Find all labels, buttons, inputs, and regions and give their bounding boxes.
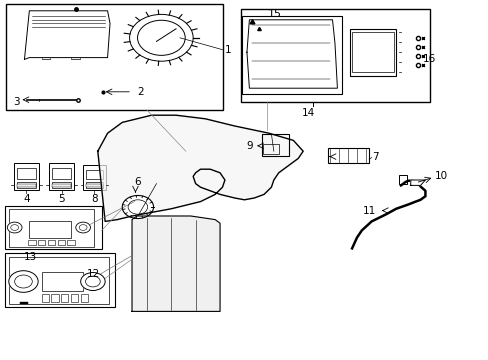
- Bar: [81, 294, 88, 302]
- Bar: [9, 257, 109, 304]
- Bar: [38, 240, 45, 245]
- Bar: [349, 29, 395, 76]
- Bar: [51, 294, 59, 302]
- Bar: [52, 182, 71, 188]
- Bar: [41, 272, 83, 291]
- Bar: [17, 184, 36, 187]
- Text: 8: 8: [91, 194, 98, 204]
- Text: 7: 7: [371, 152, 378, 162]
- Bar: [29, 221, 71, 238]
- Bar: [263, 144, 278, 154]
- Bar: [83, 165, 105, 190]
- Bar: [86, 184, 102, 187]
- Polygon shape: [98, 115, 303, 221]
- Text: 4: 4: [23, 194, 30, 204]
- Bar: [49, 163, 74, 190]
- Bar: [71, 55, 80, 59]
- Bar: [58, 240, 65, 245]
- Bar: [86, 170, 102, 179]
- Text: 5: 5: [58, 194, 65, 204]
- Text: 6: 6: [134, 177, 141, 187]
- Text: 3: 3: [13, 96, 20, 107]
- Circle shape: [76, 222, 90, 233]
- Bar: [6, 4, 223, 110]
- Bar: [86, 182, 102, 188]
- Bar: [240, 9, 429, 102]
- Text: 16: 16: [422, 54, 435, 64]
- Bar: [61, 294, 68, 302]
- Bar: [28, 240, 36, 245]
- Text: 9: 9: [246, 141, 253, 151]
- Polygon shape: [410, 180, 425, 185]
- Text: 15: 15: [267, 9, 282, 19]
- Bar: [67, 240, 75, 245]
- Circle shape: [129, 14, 193, 61]
- Text: 13: 13: [23, 252, 37, 262]
- Text: 12: 12: [87, 269, 100, 279]
- Polygon shape: [132, 216, 220, 311]
- Polygon shape: [246, 20, 337, 88]
- Text: 14: 14: [301, 108, 314, 118]
- Bar: [52, 184, 71, 187]
- Circle shape: [122, 195, 153, 219]
- Bar: [398, 175, 407, 184]
- Bar: [242, 16, 342, 94]
- Polygon shape: [24, 11, 110, 59]
- Text: 1: 1: [224, 45, 231, 55]
- Bar: [14, 163, 39, 190]
- Bar: [351, 32, 393, 72]
- Circle shape: [7, 222, 22, 233]
- Bar: [48, 240, 55, 245]
- Bar: [41, 55, 50, 59]
- Text: 10: 10: [434, 171, 447, 181]
- Bar: [327, 148, 368, 163]
- Circle shape: [9, 271, 38, 292]
- Bar: [71, 294, 78, 302]
- Circle shape: [81, 273, 105, 291]
- Bar: [17, 182, 36, 188]
- Bar: [41, 294, 49, 302]
- Bar: [17, 168, 36, 179]
- Bar: [261, 134, 288, 156]
- Text: 11: 11: [363, 206, 376, 216]
- Bar: [9, 209, 94, 247]
- Bar: [5, 206, 102, 249]
- Bar: [5, 253, 115, 307]
- Bar: [52, 168, 71, 179]
- Text: 2: 2: [137, 87, 143, 97]
